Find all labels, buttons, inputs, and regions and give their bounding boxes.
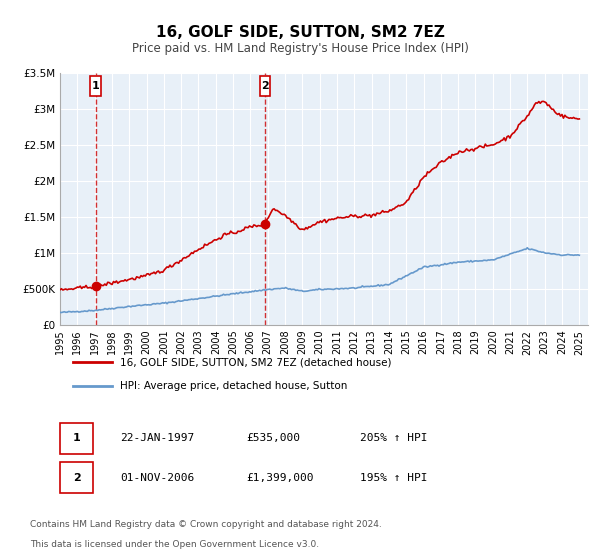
Text: 2: 2 [73,473,80,483]
Text: 1: 1 [92,81,100,91]
FancyBboxPatch shape [91,76,101,96]
Text: 22-JAN-1997: 22-JAN-1997 [120,433,194,444]
Text: 195% ↑ HPI: 195% ↑ HPI [360,473,427,483]
Text: £535,000: £535,000 [246,433,300,444]
Text: Price paid vs. HM Land Registry's House Price Index (HPI): Price paid vs. HM Land Registry's House … [131,42,469,55]
Text: This data is licensed under the Open Government Licence v3.0.: This data is licensed under the Open Gov… [30,540,319,549]
Text: £1,399,000: £1,399,000 [246,473,314,483]
Text: 2: 2 [261,81,269,91]
Text: 205% ↑ HPI: 205% ↑ HPI [360,433,427,444]
Text: 1: 1 [73,433,80,444]
Text: Contains HM Land Registry data © Crown copyright and database right 2024.: Contains HM Land Registry data © Crown c… [30,520,382,529]
Text: 01-NOV-2006: 01-NOV-2006 [120,473,194,483]
Text: 16, GOLF SIDE, SUTTON, SM2 7EZ: 16, GOLF SIDE, SUTTON, SM2 7EZ [155,25,445,40]
FancyBboxPatch shape [260,76,270,96]
Text: 16, GOLF SIDE, SUTTON, SM2 7EZ (detached house): 16, GOLF SIDE, SUTTON, SM2 7EZ (detached… [121,357,392,367]
Text: HPI: Average price, detached house, Sutton: HPI: Average price, detached house, Sutt… [121,380,348,390]
